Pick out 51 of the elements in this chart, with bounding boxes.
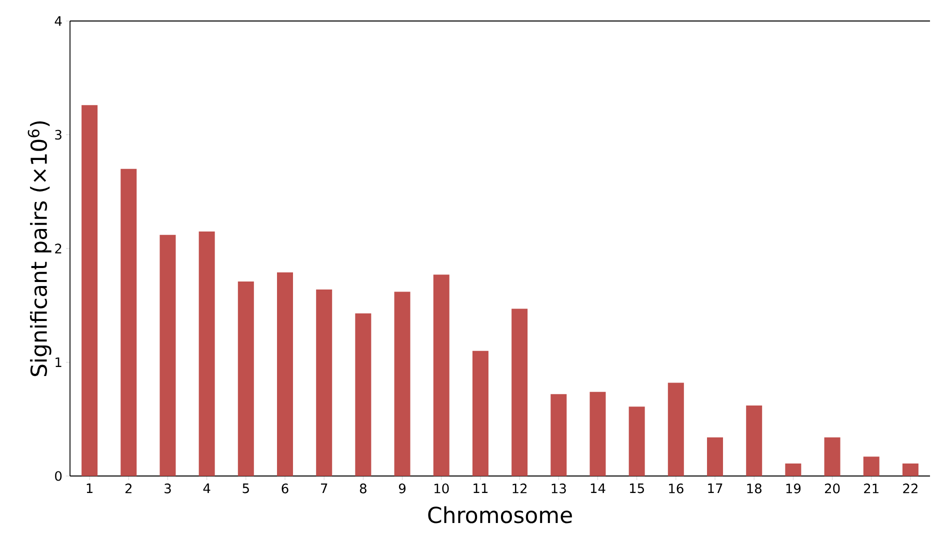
bar <box>902 463 918 476</box>
bar <box>512 308 528 476</box>
x-tick-label: 22 <box>903 484 918 494</box>
bar <box>277 272 294 476</box>
bar <box>355 313 372 476</box>
bar <box>824 437 840 476</box>
x-tick-label: 10 <box>434 484 449 494</box>
x-tick-label: 2 <box>125 484 132 494</box>
bar <box>394 292 410 476</box>
bar <box>238 281 254 476</box>
bar <box>472 350 488 476</box>
x-tick-label: 19 <box>786 484 801 494</box>
y-tick-label: 1 <box>56 358 62 367</box>
bar <box>628 406 645 476</box>
bar <box>863 456 880 476</box>
bar <box>316 289 332 476</box>
x-tick-label: 7 <box>321 484 328 494</box>
y-tick-label: 4 <box>54 16 62 26</box>
x-tick-label: 16 <box>669 484 684 494</box>
bar <box>120 168 137 476</box>
x-tick-label: 14 <box>590 484 606 494</box>
y-tick-label: 2 <box>55 244 62 254</box>
y-tick-label: 3 <box>55 130 62 140</box>
x-tick-label: 9 <box>398 484 406 494</box>
bar <box>707 437 724 476</box>
x-tick-label: 8 <box>360 484 366 494</box>
y-axis-title: Significant pairs (×10$^{6}$) <box>28 121 52 376</box>
bar <box>785 463 802 476</box>
x-tick-label: 3 <box>164 484 171 494</box>
x-tick-label: 13 <box>552 484 566 494</box>
bar <box>668 382 684 476</box>
x-tick-label: 4 <box>203 484 210 494</box>
y-tick-label: 0 <box>55 471 62 481</box>
x-tick-label: 18 <box>747 484 762 494</box>
x-tick-label: 15 <box>630 484 644 494</box>
x-tick-label: 11 <box>474 484 488 494</box>
bar <box>160 234 176 476</box>
bar <box>550 394 567 476</box>
x-axis-title: Chromosome <box>428 506 572 524</box>
bar <box>746 405 762 476</box>
bar <box>82 105 98 476</box>
x-tick-label: 17 <box>708 484 722 494</box>
x-tick-label: 6 <box>282 484 288 494</box>
x-tick-label: 20 <box>824 484 840 494</box>
x-tick-label: 1 <box>86 484 92 494</box>
bar <box>198 231 215 476</box>
bar <box>590 392 606 476</box>
bar <box>433 274 450 476</box>
x-tick-label: 5 <box>242 484 249 494</box>
x-tick-label: 12 <box>512 484 527 494</box>
x-tick-label: 21 <box>864 484 878 494</box>
